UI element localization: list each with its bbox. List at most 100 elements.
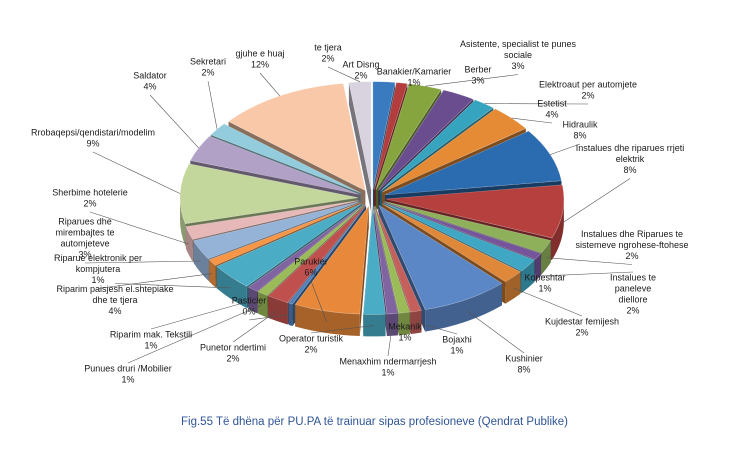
pie-slice-rim — [257, 291, 268, 318]
slice-label: Hidraulik 8% — [562, 120, 598, 141]
pie-slice-top — [378, 89, 474, 191]
slice-label-line: 4% — [545, 110, 558, 120]
pie-slice-rim — [288, 302, 293, 326]
pie-slice-rim — [425, 283, 502, 332]
leader-line — [550, 143, 581, 155]
slice-label-line: Riparue elektronik per — [54, 253, 142, 263]
slice-label-line: 6% — [304, 268, 317, 278]
slice-label: Riparim paisjesh el.shtepiake dhe te tjer… — [56, 284, 173, 316]
slice-label-line: 2% — [201, 68, 214, 78]
pie-slice-top — [247, 204, 364, 292]
slice-label-line: 1% — [450, 346, 463, 356]
slice-label: Operator turistik 2% — [279, 334, 344, 355]
slice-label-line: 12% — [251, 60, 269, 70]
slice-label-line: 1% — [398, 333, 411, 343]
slice-label: Sekretari 2% — [190, 57, 226, 78]
slice-label-line: sociale — [504, 50, 532, 60]
leader-line — [114, 283, 231, 289]
slice-label: te tjera 2% — [314, 43, 342, 64]
slice-label: Instalues dhe Riparues te sistemeve ngroh… — [575, 229, 688, 261]
slice-label-line: 8% — [517, 365, 530, 375]
pie-slice-top — [362, 206, 386, 315]
pie-slice-rim — [398, 312, 410, 336]
slice-label-line: 3% — [78, 250, 91, 260]
slice-label-line: Kopeshtar — [524, 273, 565, 283]
leader-line — [310, 325, 375, 334]
pie-slice-rim — [410, 310, 422, 335]
pie-slice-top — [378, 204, 503, 310]
pie-slice-top — [372, 81, 396, 190]
slice-label-line: 1% — [407, 78, 420, 88]
slice-label-line: gjuhe e huaj — [235, 49, 284, 59]
slice-label-line: 3% — [511, 61, 524, 71]
slice-label-line: 2% — [304, 345, 317, 355]
slice-label-line: 2% — [626, 306, 639, 316]
pie-slice-rim — [248, 287, 258, 314]
pie-slice-top — [216, 203, 362, 287]
slice-label-line: diellore — [618, 295, 647, 305]
slice-label-line: 8% — [573, 131, 586, 141]
pie-slice-top — [189, 135, 360, 195]
slice-label: Asistente, specialist te punes sociale 3% — [460, 39, 577, 71]
leader-line — [511, 117, 553, 124]
slice-label-line: Menaxhim ndermarrjesh — [339, 357, 436, 367]
pie-slice-rim — [541, 240, 551, 275]
slice-label-line: Instalues dhe riparues rrjeti — [576, 143, 685, 153]
pie-slice-top — [373, 206, 399, 315]
pie-slice-top — [381, 108, 527, 193]
slice-label-line: 3% — [471, 76, 484, 86]
pie-slice-rim — [209, 259, 216, 288]
leader-line — [259, 72, 281, 97]
leader-line — [150, 299, 253, 330]
slice-label: Punetor ndertimi 2% — [200, 343, 266, 364]
pie-slice-top — [382, 203, 522, 283]
slice-label-line: Pasticier — [232, 296, 267, 306]
slice-label-line: Punetor ndertimi — [200, 343, 266, 353]
pie-slice-top — [192, 201, 360, 260]
slice-label-line: 0% — [242, 307, 255, 317]
slice-label-line: 2% — [581, 91, 594, 101]
slice-label-line: 2% — [321, 54, 334, 64]
slice-label: Bojaxhi 1% — [442, 335, 472, 356]
slice-label-line: 1% — [538, 284, 551, 294]
slice-label-line: 4% — [143, 82, 156, 92]
pie-slice-rim — [193, 240, 209, 281]
slice-label-line: automjeteve — [60, 239, 109, 249]
slice-label: Estetist 4% — [537, 99, 567, 120]
leader-line — [562, 178, 631, 224]
pie-slice-side — [348, 82, 372, 212]
leader-line — [232, 310, 278, 343]
pie-slice-rim — [363, 314, 386, 337]
slice-label-line: 2% — [625, 251, 638, 261]
slice-label-line: Bojaxhi — [442, 335, 472, 345]
slice-label: Instalues te paneleve diellore 2% — [610, 273, 656, 316]
leader-lines — [84, 66, 634, 364]
pie-slice-top — [185, 200, 359, 240]
slice-label: Kushinier 8% — [505, 354, 543, 375]
pie-slice-rim — [180, 197, 186, 246]
pie-slice-top — [267, 205, 366, 303]
pie-slice — [294, 205, 370, 337]
slice-label: Riparim mak. Tekstili 1% — [110, 330, 192, 351]
slice-label: Saldator 4% — [133, 71, 167, 92]
slice-label-line: elektrik — [616, 154, 645, 164]
slice-label-line: Riparim mak. Tekstili — [110, 330, 192, 340]
pie-slice-top — [373, 82, 408, 190]
leader-line — [84, 260, 201, 264]
leader-line — [310, 280, 328, 323]
leader-line — [513, 287, 583, 317]
pie-slice-rim — [295, 304, 360, 337]
slice-label-line: paneleve — [615, 284, 652, 294]
pie-slice-rim — [535, 253, 541, 282]
slice-label-line: 8% — [623, 165, 636, 175]
slice-label-line: Instalues dhe Riparues te — [581, 229, 683, 239]
slice-label-line: dhe te tjera — [92, 295, 137, 305]
slice-label-line: Sherbime hotelerie — [52, 188, 128, 198]
slice-label-line: 1% — [121, 375, 134, 385]
pie-slice-rim — [505, 271, 521, 304]
pie-slice-rim — [216, 266, 247, 309]
pie-slice-rim — [386, 313, 398, 337]
slice-label: Parukier 6% — [294, 257, 328, 278]
pie-slice-side — [359, 206, 369, 337]
